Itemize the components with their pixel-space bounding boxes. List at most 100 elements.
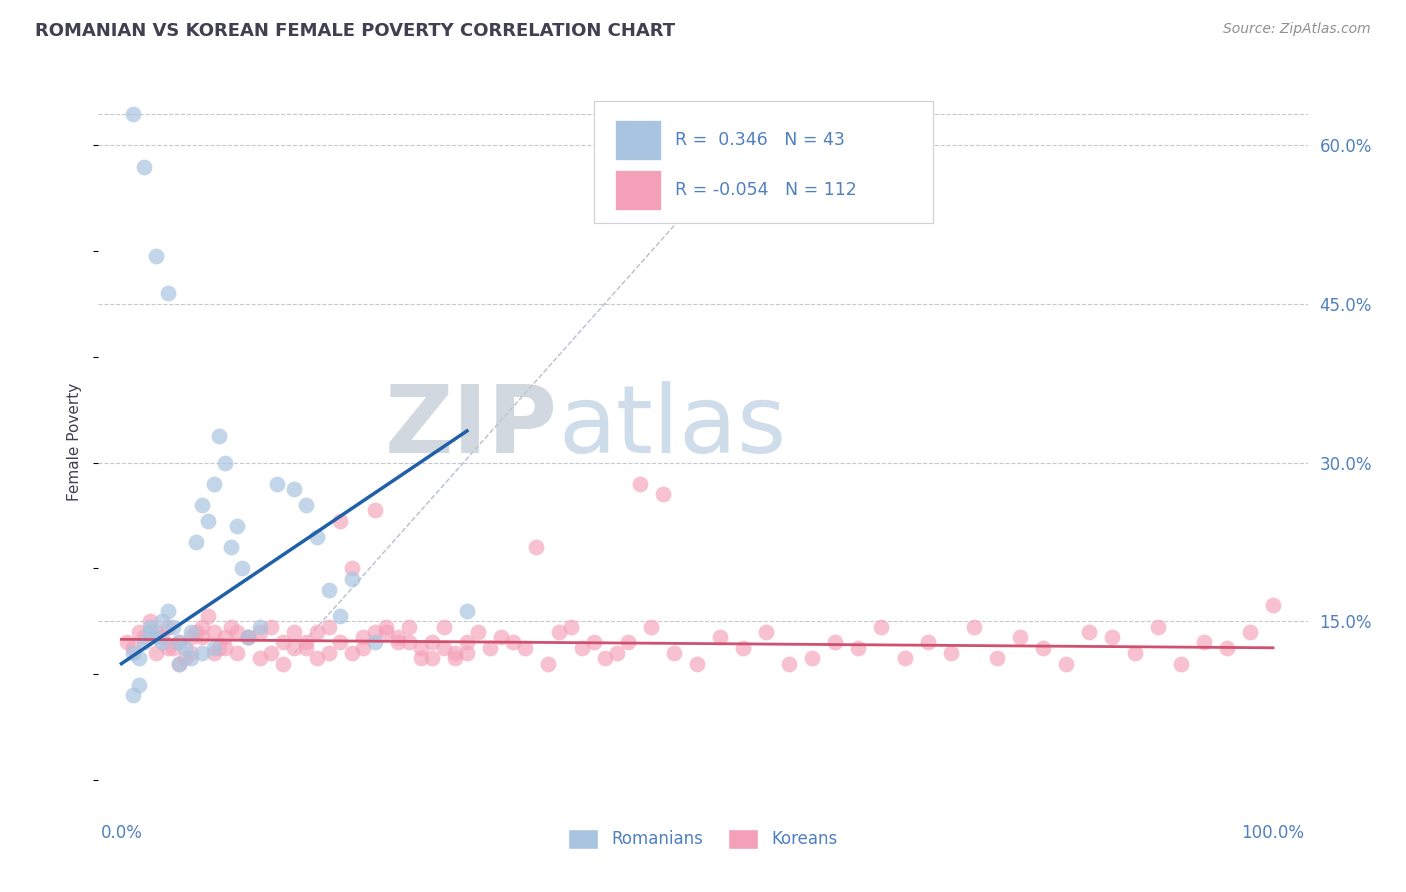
Point (444, 646, 467, 660)
Point (536, 657, 558, 671)
Point (156, 286, 179, 301)
Point (1170, 657, 1192, 671)
Point (307, 530, 329, 544)
Point (266, 476, 288, 491)
Point (145, 624, 167, 639)
Point (364, 624, 387, 639)
Point (145, 250, 167, 264)
Point (139, 624, 162, 639)
Point (617, 635, 640, 649)
Point (294, 635, 316, 649)
Point (606, 646, 628, 660)
Point (249, 624, 271, 639)
Point (202, 646, 225, 660)
Point (1101, 630, 1123, 644)
Point (664, 646, 686, 660)
Point (236, 630, 259, 644)
Point (329, 635, 352, 649)
Point (197, 609, 219, 624)
Point (191, 498, 214, 512)
Point (162, 640, 184, 655)
Point (848, 640, 870, 655)
Point (294, 498, 316, 512)
Point (307, 624, 329, 639)
Point (502, 635, 524, 649)
Point (917, 635, 939, 649)
Point (456, 646, 478, 660)
Point (134, 630, 156, 644)
Point (364, 635, 387, 649)
Text: ROMANIAN VS KOREAN FEMALE POVERTY CORRELATION CHART: ROMANIAN VS KOREAN FEMALE POVERTY CORREL… (35, 22, 675, 40)
Point (167, 635, 190, 649)
Point (398, 635, 420, 649)
Point (467, 624, 489, 639)
Point (219, 541, 242, 555)
Point (128, 651, 150, 665)
Point (225, 519, 247, 533)
Point (870, 619, 893, 633)
Point (422, 635, 444, 649)
Point (456, 635, 478, 649)
Point (491, 630, 513, 644)
Point (352, 640, 374, 655)
Point (375, 624, 398, 639)
Point (318, 646, 340, 660)
Point (651, 487, 673, 501)
Point (162, 619, 184, 633)
Point (375, 619, 398, 633)
Bar (614, 169, 661, 210)
Point (433, 619, 456, 633)
Point (1077, 624, 1099, 639)
Point (236, 630, 259, 644)
Point (733, 640, 755, 655)
Point (283, 482, 305, 496)
Point (1239, 624, 1261, 639)
Point (444, 651, 467, 665)
Point (145, 646, 167, 660)
Point (156, 619, 179, 633)
Point (409, 651, 432, 665)
Legend: Romanians, Koreans: Romanians, Koreans (561, 822, 845, 855)
Point (122, 640, 145, 655)
Point (134, 635, 156, 649)
Point (1008, 630, 1031, 644)
Point (1216, 640, 1239, 655)
Point (560, 619, 582, 633)
Point (202, 640, 225, 655)
Point (409, 640, 432, 655)
Point (156, 604, 179, 618)
Point (824, 635, 846, 649)
Point (318, 619, 340, 633)
Point (318, 582, 340, 597)
Point (398, 619, 420, 633)
Point (329, 609, 352, 624)
Point (225, 646, 247, 660)
Point (571, 640, 593, 655)
Bar (614, 120, 661, 161)
Point (628, 476, 651, 491)
Text: Source: ZipAtlas.com: Source: ZipAtlas.com (1223, 22, 1371, 37)
Point (150, 615, 173, 629)
Point (640, 619, 662, 633)
Point (260, 646, 283, 660)
Point (513, 640, 536, 655)
Point (122, 646, 145, 660)
Point (1054, 657, 1077, 671)
Point (387, 630, 409, 644)
Point (962, 619, 984, 633)
Point (191, 646, 214, 660)
Point (755, 624, 778, 639)
Point (156, 640, 179, 655)
Point (202, 476, 225, 491)
Text: atlas: atlas (558, 381, 786, 473)
Point (191, 630, 214, 644)
Point (456, 604, 478, 618)
Point (139, 615, 162, 629)
Point (197, 514, 219, 528)
Point (271, 657, 294, 671)
Point (225, 624, 247, 639)
Point (283, 640, 305, 655)
Point (1032, 640, 1054, 655)
Point (686, 657, 709, 671)
Point (582, 635, 605, 649)
